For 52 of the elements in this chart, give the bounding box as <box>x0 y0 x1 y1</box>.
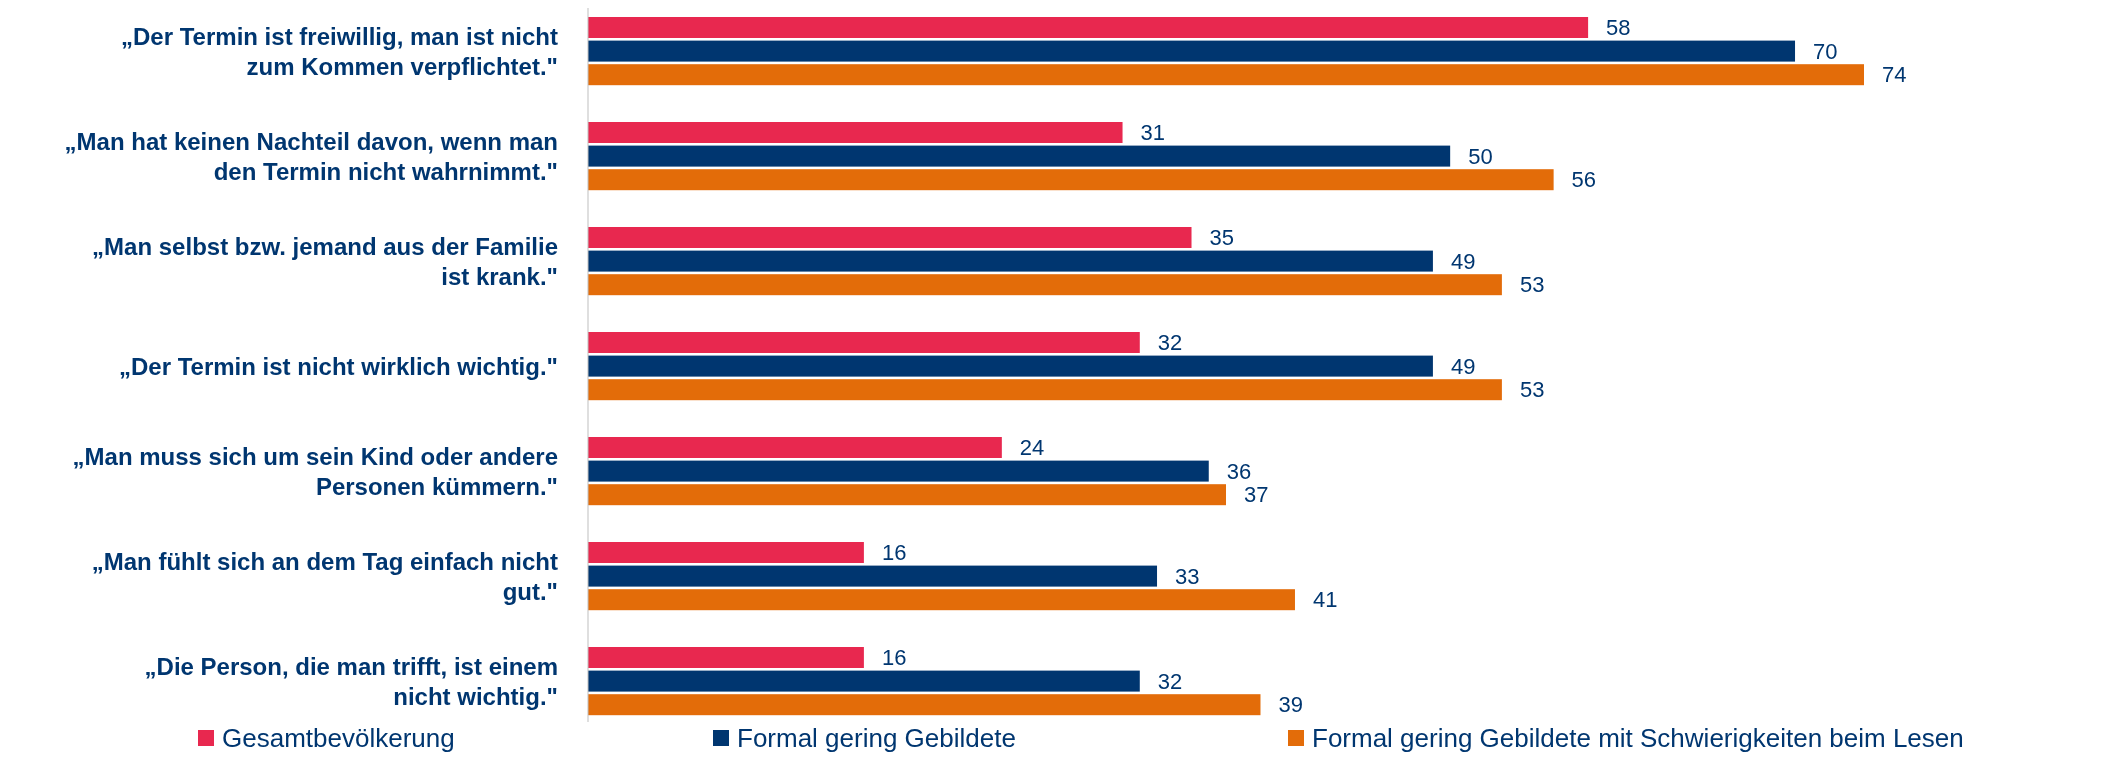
data-label: 39 <box>1278 692 1303 718</box>
bar <box>588 484 1226 506</box>
y-tick-label: „Man hat keinen Nachteil davon, wenn man den Termin nicht wahrnimmt." <box>64 127 558 185</box>
bar <box>588 355 1433 377</box>
legend-label: Formal gering Gebildete <box>737 723 1016 754</box>
data-label: 70 <box>1813 38 1838 64</box>
bar <box>588 542 864 563</box>
y-tick-label: „Man fühlt sich an dem Tag einfach nicht gut." <box>91 547 559 605</box>
bar <box>588 169 1554 191</box>
bar <box>588 64 1864 86</box>
bar <box>588 332 1140 353</box>
y-tick-label: „Der Termin ist freiwillig, man ist nicht zum Kommen verpflichtet." <box>121 22 559 80</box>
data-label: 58 <box>1606 15 1631 41</box>
bar <box>588 145 1451 167</box>
data-label: 56 <box>1571 167 1597 193</box>
data-label: 74 <box>1882 62 1907 88</box>
data-label: 37 <box>1244 482 1269 508</box>
data-label: 33 <box>1175 563 1200 589</box>
data-label: 53 <box>1519 377 1545 403</box>
bar <box>588 694 1261 716</box>
y-tick-label: „Die Person, die man trifft, ist einem nicht wichtig." <box>144 652 558 710</box>
bar <box>588 670 1140 692</box>
bar <box>588 460 1209 482</box>
bar <box>588 122 1123 143</box>
y-tick-label: „Der Termin ist nicht wirklich wichtig." <box>118 352 558 380</box>
data-label: 41 <box>1312 587 1338 613</box>
legend-label: Formal gering Gebildete mit Schwierigkeiten beim Lesen <box>1312 723 1964 754</box>
data-label: 16 <box>881 645 907 671</box>
bar <box>588 565 1158 587</box>
data-label: 32 <box>1157 668 1183 694</box>
data-label: 49 <box>1450 353 1476 379</box>
bar <box>588 250 1433 272</box>
bar <box>588 647 864 668</box>
data-label: 50 <box>1468 143 1493 169</box>
y-tick-label: „Man muss sich um sein Kind oder andere Personen kümmern." <box>72 442 558 500</box>
data-label: 49 <box>1450 248 1476 274</box>
bar <box>588 589 1295 611</box>
bar <box>588 437 1002 458</box>
y-tick-label: „Man selbst bzw. jemand aus der Familie ist krank." <box>92 232 558 290</box>
data-label: 35 <box>1209 225 1234 251</box>
bar <box>588 40 1796 62</box>
data-label: 36 <box>1226 458 1252 484</box>
data-label: 53 <box>1519 272 1545 298</box>
data-label: 31 <box>1140 120 1166 146</box>
data-label: 16 <box>881 540 907 566</box>
bar <box>588 274 1502 296</box>
bar <box>588 379 1502 401</box>
legend-label: Gesamtbevölkerung <box>222 723 455 754</box>
bar <box>588 227 1192 248</box>
data-label: 24 <box>1019 435 1045 461</box>
data-label: 32 <box>1157 330 1183 356</box>
bar <box>588 17 1589 38</box>
